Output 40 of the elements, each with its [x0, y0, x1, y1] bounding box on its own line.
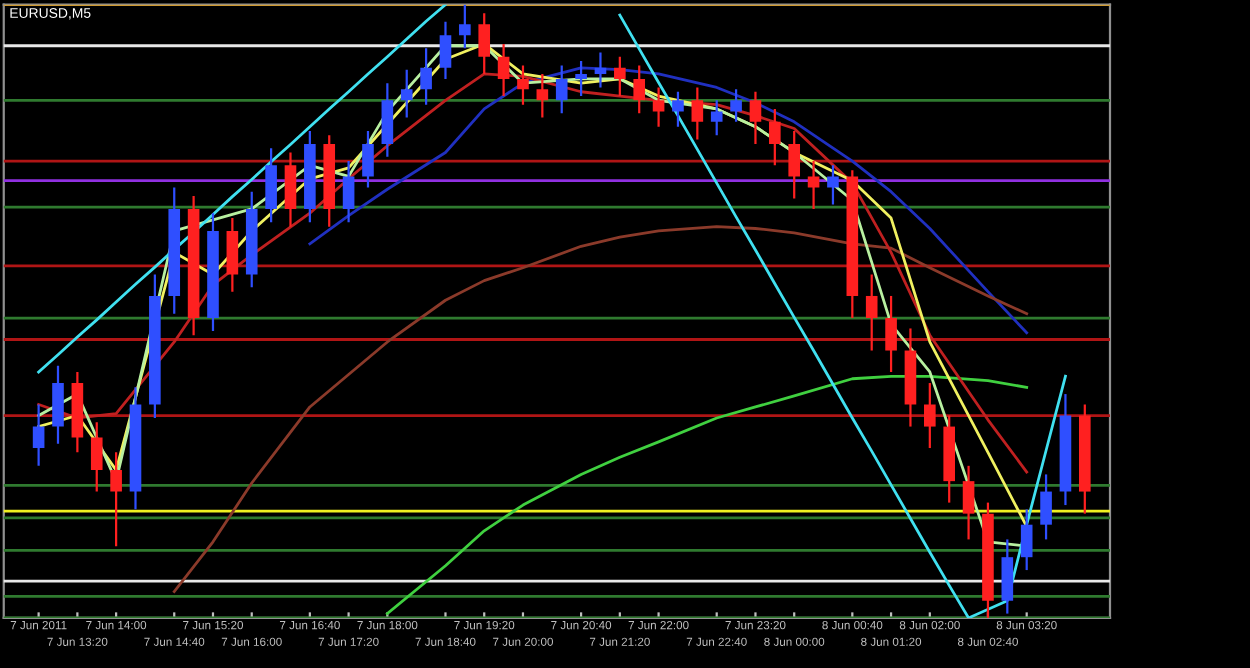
candlestick	[633, 64, 646, 115]
candlestick	[730, 88, 742, 123]
candlestick	[749, 90, 762, 145]
candlestick	[420, 47, 432, 106]
candlestick	[32, 403, 45, 467]
candlestick	[594, 51, 607, 89]
candlestick	[342, 159, 355, 224]
candlestick	[536, 72, 549, 119]
candlestick	[652, 86, 665, 128]
candlestick	[439, 20, 452, 80]
candlestick	[555, 64, 568, 115]
candlestick	[110, 451, 122, 548]
candlestick	[865, 273, 878, 352]
candlestick	[769, 107, 781, 167]
candlestick	[497, 42, 510, 98]
candlestick	[691, 86, 704, 141]
candlestick	[265, 147, 277, 224]
candlestick	[400, 68, 413, 119]
candlestick	[1001, 538, 1014, 615]
candlestick	[885, 294, 897, 374]
candlestick	[517, 64, 529, 106]
candlestick	[90, 421, 103, 493]
candlestick	[459, 4, 471, 50]
candlestick	[362, 129, 374, 189]
candlestick	[52, 364, 64, 445]
candlestick	[807, 159, 820, 210]
candlestick	[575, 59, 587, 98]
candlestick	[962, 464, 975, 541]
candlestick	[614, 55, 626, 98]
candlestick	[710, 99, 723, 137]
candlestick	[1020, 508, 1033, 572]
candlestick	[1040, 473, 1052, 541]
candlestick	[284, 151, 297, 228]
candlestick	[788, 129, 801, 200]
candlestick	[924, 381, 936, 450]
candlestick	[478, 12, 491, 76]
candlestick	[381, 82, 394, 158]
candlestick	[672, 90, 684, 128]
candlestick	[827, 164, 839, 206]
candlestick	[226, 216, 239, 293]
